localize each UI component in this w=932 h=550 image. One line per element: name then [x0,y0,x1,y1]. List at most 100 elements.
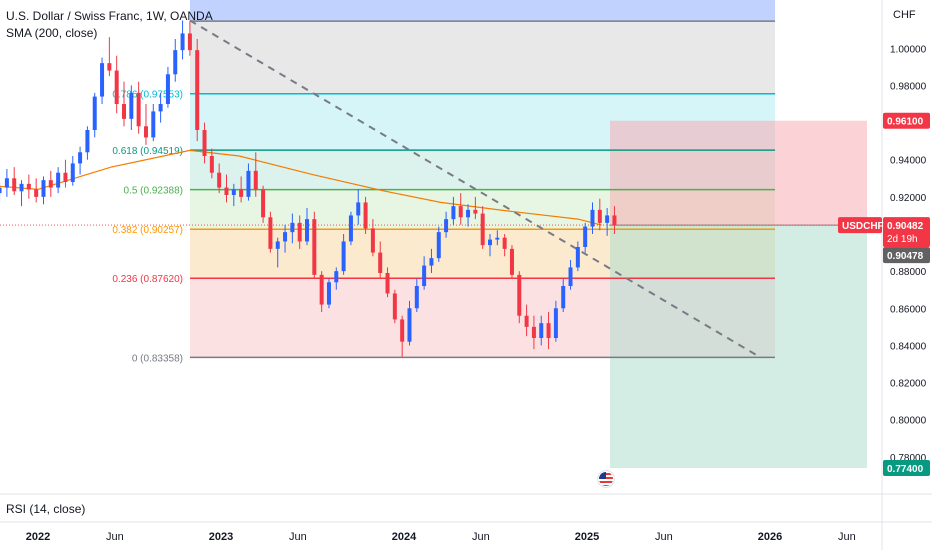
candle-body [531,326,536,338]
candle [319,271,324,312]
time-tick-label: Jun [655,531,673,543]
candle-body [0,187,2,194]
candle-body [165,74,170,104]
candle [136,81,141,134]
rsi-pane-label[interactable]: RSI (14, close) [6,502,86,516]
fib-label: 0.786 (0.97553) [112,90,183,101]
candle [239,176,244,203]
candle [385,267,390,298]
candle-body [195,50,200,131]
candle-body [517,274,522,316]
candle [4,169,9,197]
candle-body [590,209,595,227]
candle-body [480,213,485,246]
us-flag-icon[interactable] [597,470,615,488]
sma-price-tag-bg [883,247,930,264]
candle [231,183,236,207]
candle [480,206,485,249]
candle [612,206,617,234]
candle-body [231,189,236,195]
candle [56,167,61,194]
candle-body [246,170,251,197]
candle [517,271,522,324]
price-axis[interactable]: 1.000000.980000.960000.940000.920000.900… [838,0,932,550]
candle [575,241,580,272]
target-price-tag-text: 0.77400 [887,464,924,475]
candle-body [100,63,105,97]
target-zone [610,225,867,468]
time-axis[interactable]: 2022 Jun 2023 Jun 2024 Jun 2025 Jun 2026 Jun [0,493,932,550]
candle [561,278,566,312]
candle [187,21,192,56]
candle-body [202,130,207,156]
candle-body [422,265,427,286]
symbol-tag-bg [838,217,882,234]
time-tick-label: 2023 [209,531,233,543]
price-tick-label: 0.80000 [890,416,927,427]
candle [429,248,434,273]
price-tick-label: 1.00000 [890,44,927,55]
fib-label: 0.236 (0.87620) [112,274,183,285]
fib-zone [190,0,775,22]
indicator-label[interactable]: SMA (200, close) [6,26,98,40]
candle [261,185,266,223]
stop-price-tag-text: 0.96100 [887,117,924,128]
candle-body [466,209,471,218]
time-tick-label: Jun [289,531,307,543]
price-tick-label: 0.86000 [890,304,927,315]
symbol-tag: USDCHF [838,217,884,234]
price-tick-label: 0.88000 [890,267,927,278]
candle-body [326,282,331,305]
candle-body [341,241,346,272]
candle [19,180,24,207]
candle-body [261,189,266,218]
candle-body [605,215,610,223]
candle [195,39,200,142]
candle-body [539,323,544,338]
candle [444,211,449,238]
time-tick-label: Jun [106,531,124,543]
candle-body [143,126,148,138]
candle [151,104,156,142]
candle [246,163,251,201]
candle-body [92,96,97,130]
candle [407,300,412,346]
candle [524,304,529,337]
currency-label[interactable]: CHF [893,9,916,21]
stop-price-tag: 0.96100 [883,112,930,129]
candle [107,37,112,77]
candle [568,260,573,290]
candle [583,222,588,253]
candle [326,278,331,309]
candle [209,148,214,179]
sma-path [0,149,602,226]
time-tick-label: 2024 [392,531,417,543]
price-tick-label: 0.92000 [890,193,927,204]
candle-body [107,63,112,71]
candle [122,81,127,127]
candle [422,256,427,290]
candle [217,163,222,194]
candle-body [495,237,500,240]
last-price-bg [883,217,930,248]
candle-body [151,111,156,138]
candle-body [473,209,478,214]
trendline [189,19,760,358]
candle [0,182,2,203]
candle [348,211,353,246]
candle [12,167,17,195]
last-price-tag: 0.90482 2d 19h [883,217,930,248]
candle-body [19,183,24,192]
candle [356,189,361,225]
candle [509,245,514,279]
candle-body [12,178,17,192]
target-price-tag: 0.77400 [883,460,930,476]
candle-body [400,319,405,342]
candle [436,226,441,262]
candle-body [597,209,602,223]
candle-body [114,70,119,104]
candle [605,208,610,236]
candle-body [122,104,127,119]
candle-body [414,286,419,309]
